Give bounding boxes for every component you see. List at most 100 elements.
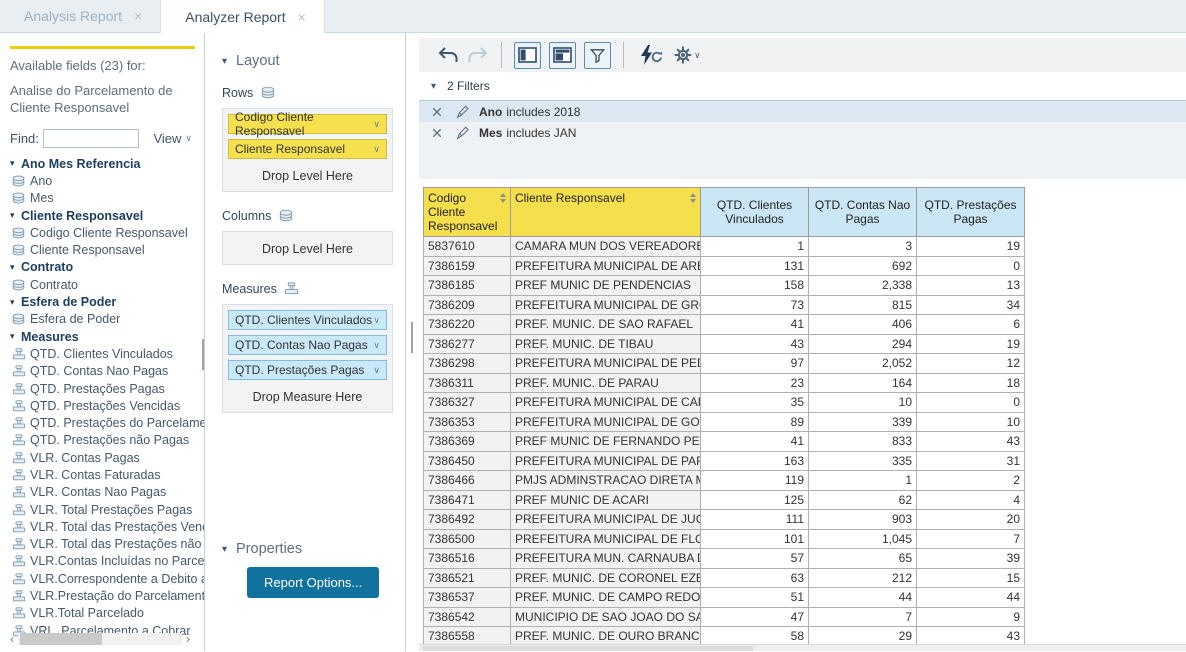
- field-row[interactable]: ▾ QTD. Clientes Vinculados: [10, 345, 204, 362]
- cell-clientes-vinculados[interactable]: 58: [700, 626, 809, 644]
- close-icon[interactable]: ×: [134, 8, 143, 24]
- settings-menu-button[interactable]: ∨: [674, 46, 701, 64]
- cell-codigo[interactable]: 7386220: [423, 314, 511, 335]
- cell-codigo[interactable]: 7386277: [423, 333, 511, 354]
- field-row[interactable]: ▾ QTD. Prestações do Parcelamento: [10, 414, 204, 431]
- field-row[interactable]: ▾ Mes: [10, 190, 204, 207]
- cell-clientes-vinculados[interactable]: 51: [700, 587, 809, 608]
- scrollbar-track[interactable]: [18, 633, 182, 645]
- cell-prestacoes-pagas[interactable]: 39: [916, 548, 1025, 569]
- cell-clientes-vinculados[interactable]: 158: [700, 275, 809, 296]
- cell-codigo[interactable]: 7386537: [423, 587, 511, 608]
- cell-clientes-vinculados[interactable]: 97: [700, 353, 809, 374]
- cell-contas-nao-pagas[interactable]: 1,045: [808, 528, 917, 549]
- table-row[interactable]: 7386537 PREF. MUNIC. DE CAMPO REDONDO 51…: [423, 587, 1025, 608]
- cell-contas-nao-pagas[interactable]: 903: [808, 509, 917, 530]
- cell-contas-nao-pagas[interactable]: 692: [808, 255, 917, 276]
- row-level-chip[interactable]: Codigo Cliente Responsavel ∨: [228, 110, 387, 138]
- cell-clientes-vinculados[interactable]: 43: [700, 333, 809, 354]
- cell-cliente[interactable]: PREFEITURA MUNICIPAL DE GOVERNADOR: [510, 411, 701, 432]
- cell-cliente[interactable]: PREF. MUNIC. DE TIBAU: [510, 333, 701, 354]
- chevron-down-icon[interactable]: ∨: [373, 364, 380, 375]
- cell-codigo[interactable]: 7386471: [423, 489, 511, 510]
- report-horizontal-scrollbar[interactable]: [419, 644, 1186, 651]
- report-options-button[interactable]: Report Options...: [247, 567, 380, 598]
- scroll-left-icon[interactable]: ‹: [10, 632, 14, 646]
- fields-horizontal-scrollbar[interactable]: ‹ ›: [6, 632, 194, 646]
- cell-contas-nao-pagas[interactable]: 833: [808, 431, 917, 452]
- cell-cliente[interactable]: PREFEITURA MUN. CARNAUBA DOS DANTAS: [510, 548, 701, 569]
- measure-chip[interactable]: QTD. Clientes Vinculados ∨: [228, 310, 387, 330]
- scrollbar-thumb[interactable]: [20, 633, 102, 645]
- cell-cliente[interactable]: PREF. MUNIC. DE PARAU: [510, 372, 701, 393]
- cell-cliente[interactable]: PREFEITURA MUNICIPAL DE PARELHAS: [510, 450, 701, 471]
- cell-prestacoes-pagas[interactable]: 43: [916, 626, 1025, 644]
- cell-contas-nao-pagas[interactable]: 406: [808, 314, 917, 335]
- table-row[interactable]: 7386311 PREF. MUNIC. DE PARAU 23 164 18: [423, 372, 1025, 393]
- cell-contas-nao-pagas[interactable]: 44: [808, 587, 917, 608]
- table-row[interactable]: 7386369 PREF MUNIC DE FERNANDO PEDROZA 4…: [423, 431, 1025, 452]
- edit-filter-icon[interactable]: [454, 104, 470, 120]
- column-header-qtd-contas-nao-pagas[interactable]: QTD. Contas Nao Pagas: [808, 187, 917, 237]
- measures-dropzone[interactable]: QTD. Clientes Vinculados ∨ QTD. Contas N…: [222, 304, 393, 413]
- cell-prestacoes-pagas[interactable]: 20: [916, 509, 1025, 530]
- rows-dropzone[interactable]: Codigo Cliente Responsavel ∨ Cliente Res…: [222, 108, 393, 192]
- tab-analysis-report[interactable]: Analysis Report ×: [0, 0, 160, 32]
- collapse-triangle-icon[interactable]: ▾: [10, 331, 15, 342]
- auto-refresh-button[interactable]: [636, 44, 666, 66]
- cell-contas-nao-pagas[interactable]: 212: [808, 567, 917, 588]
- cell-contas-nao-pagas[interactable]: 294: [808, 333, 917, 354]
- cell-prestacoes-pagas[interactable]: 7: [916, 528, 1025, 549]
- cell-prestacoes-pagas[interactable]: 15: [916, 567, 1025, 588]
- field-row[interactable]: ▾ Esfera de Poder: [10, 293, 204, 310]
- cell-cliente[interactable]: PREF. MUNIC. DE OURO BRANCO: [510, 626, 701, 644]
- cell-clientes-vinculados[interactable]: 131: [700, 255, 809, 276]
- cell-cliente[interactable]: PREF. MUNIC. DE CORONEL EZEQUIEL: [510, 567, 701, 588]
- field-row[interactable]: ▾ VLR. Total das Prestações não Pagas: [10, 536, 204, 553]
- cell-contas-nao-pagas[interactable]: 65: [808, 548, 917, 569]
- cell-codigo[interactable]: 5837610: [423, 236, 511, 257]
- cell-clientes-vinculados[interactable]: 111: [700, 509, 809, 530]
- cell-prestacoes-pagas[interactable]: 18: [916, 372, 1025, 393]
- measure-chip[interactable]: QTD. Contas Nao Pagas ∨: [228, 335, 387, 355]
- cell-cliente[interactable]: PREF MUNIC DE ACARI: [510, 489, 701, 510]
- undo-button[interactable]: [437, 45, 459, 65]
- field-row[interactable]: ▾ VLR.Prestação do Parcelamento: [10, 587, 204, 604]
- cell-codigo[interactable]: 7386369: [423, 431, 511, 452]
- cell-prestacoes-pagas[interactable]: 2: [916, 470, 1025, 491]
- cell-clientes-vinculados[interactable]: 125: [700, 489, 809, 510]
- cell-codigo[interactable]: 7386521: [423, 567, 511, 588]
- filters-header[interactable]: ▾ 2 Filters: [419, 72, 1186, 100]
- cell-prestacoes-pagas[interactable]: 6: [916, 314, 1025, 335]
- cell-prestacoes-pagas[interactable]: 12: [916, 353, 1025, 374]
- cell-clientes-vinculados[interactable]: 89: [700, 411, 809, 432]
- cell-contas-nao-pagas[interactable]: 10: [808, 392, 917, 413]
- cell-contas-nao-pagas[interactable]: 62: [808, 489, 917, 510]
- cell-codigo[interactable]: 7386327: [423, 392, 511, 413]
- edit-filter-icon[interactable]: [454, 125, 470, 141]
- cell-contas-nao-pagas[interactable]: 2,052: [808, 353, 917, 374]
- cell-prestacoes-pagas[interactable]: 13: [916, 275, 1025, 296]
- show-layout-panel-button[interactable]: [549, 41, 576, 69]
- filter-row[interactable]: Ano includes 2018: [419, 101, 1186, 122]
- table-row[interactable]: 7386471 PREF MUNIC DE ACARI 125 62 4: [423, 489, 1025, 510]
- cell-prestacoes-pagas[interactable]: 0: [916, 255, 1025, 276]
- cell-codigo[interactable]: 7386542: [423, 606, 511, 627]
- field-row[interactable]: ▾ QTD. Prestações não Pagas: [10, 432, 204, 449]
- cell-prestacoes-pagas[interactable]: 10: [916, 411, 1025, 432]
- cell-cliente[interactable]: PREFEITURA MUNICIPAL DE FLORANIA: [510, 528, 701, 549]
- cell-codigo[interactable]: 7386558: [423, 626, 511, 644]
- field-row[interactable]: ▾ VLR. Total Prestações Pagas: [10, 501, 204, 518]
- redo-button[interactable]: [467, 45, 489, 65]
- field-row[interactable]: ▾ VLR. Contas Nao Pagas: [10, 484, 204, 501]
- cell-clientes-vinculados[interactable]: 73: [700, 294, 809, 315]
- collapse-triangle-icon[interactable]: ▾: [10, 261, 15, 272]
- remove-filter-icon[interactable]: [429, 104, 445, 120]
- table-row[interactable]: 7386450 PREFEITURA MUNICIPAL DE PARELHAS…: [423, 450, 1025, 471]
- cell-prestacoes-pagas[interactable]: 43: [916, 431, 1025, 452]
- chevron-down-icon[interactable]: ∨: [373, 314, 380, 325]
- cell-clientes-vinculados[interactable]: 41: [700, 314, 809, 335]
- cell-prestacoes-pagas[interactable]: 34: [916, 294, 1025, 315]
- cell-codigo[interactable]: 7386159: [423, 255, 511, 276]
- table-row[interactable]: 7386492 PREFEITURA MUNICIPAL DE JUCURUTU…: [423, 509, 1025, 530]
